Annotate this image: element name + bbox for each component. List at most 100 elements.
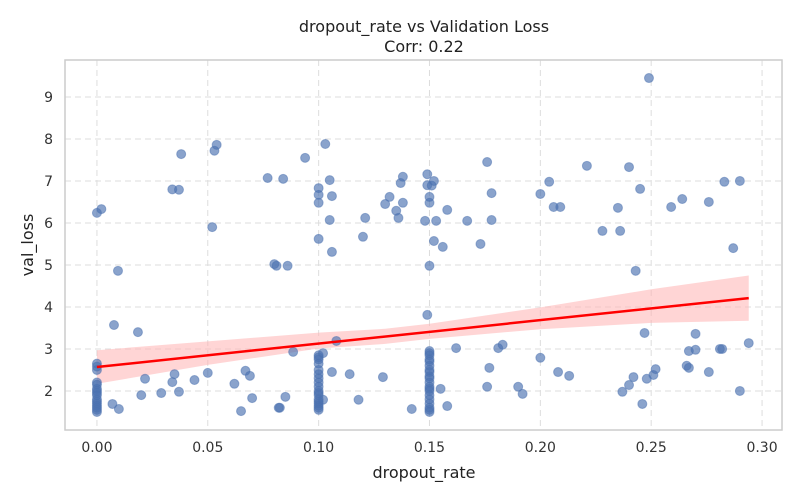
regression-line xyxy=(96,296,749,369)
data-point xyxy=(475,238,486,249)
data-point xyxy=(451,343,462,354)
data-point xyxy=(384,191,395,202)
data-point xyxy=(176,149,187,160)
data-point xyxy=(624,162,635,173)
data-point xyxy=(324,215,335,226)
data-point xyxy=(442,204,453,215)
y-tick-label: 6 xyxy=(44,216,53,232)
x-axis-label: dropout_rate xyxy=(372,463,475,483)
data-point xyxy=(683,362,694,373)
data-point xyxy=(108,320,119,331)
data-point xyxy=(278,173,289,184)
data-point xyxy=(535,188,546,199)
data-point xyxy=(326,246,337,257)
y-tick-label: 2 xyxy=(44,384,53,400)
data-point xyxy=(435,383,446,394)
data-point xyxy=(380,199,391,210)
chart-subtitle: Corr: 0.22 xyxy=(384,37,464,56)
data-point xyxy=(156,388,167,399)
data-point xyxy=(244,370,255,381)
data-point xyxy=(666,201,677,212)
data-point xyxy=(630,265,641,276)
data-point xyxy=(690,344,701,355)
data-point xyxy=(420,215,431,226)
data-point xyxy=(635,183,646,194)
data-point xyxy=(482,157,493,168)
y-tick-label: 3 xyxy=(44,342,53,358)
data-point xyxy=(274,402,285,413)
data-point xyxy=(393,212,404,223)
data-point xyxy=(743,338,754,349)
data-point xyxy=(113,404,124,415)
data-point xyxy=(288,346,299,357)
data-point xyxy=(564,370,575,381)
x-tick-label: 0.25 xyxy=(636,440,667,456)
y-tick-label: 5 xyxy=(44,258,53,274)
chart-title: dropout_rate vs Validation Loss xyxy=(299,17,549,37)
data-point xyxy=(717,343,728,354)
data-point xyxy=(535,352,546,363)
data-point xyxy=(553,367,564,378)
regression-group xyxy=(96,296,749,369)
data-point xyxy=(513,381,524,392)
data-point xyxy=(734,385,745,396)
data-point xyxy=(424,260,435,271)
data-point xyxy=(344,369,355,380)
data-point xyxy=(624,380,635,391)
data-point xyxy=(189,375,200,386)
data-point xyxy=(637,398,648,409)
data-point xyxy=(280,391,291,402)
confidence-band xyxy=(96,275,749,384)
data-point xyxy=(360,212,371,223)
data-point xyxy=(353,394,364,405)
data-point xyxy=(132,327,143,338)
data-point xyxy=(422,169,433,180)
points-group xyxy=(91,73,754,417)
data-point xyxy=(173,184,184,195)
plot-frame xyxy=(64,59,783,431)
data-point xyxy=(326,191,337,202)
data-point xyxy=(734,175,745,186)
data-point xyxy=(424,197,435,208)
x-tick-label: 0.20 xyxy=(525,440,556,456)
data-point xyxy=(517,388,528,399)
x-tick-label: 0.05 xyxy=(192,440,223,456)
data-point xyxy=(357,231,368,242)
x-tick-label: 0.10 xyxy=(303,440,334,456)
data-point xyxy=(406,404,417,415)
data-point xyxy=(643,73,654,84)
data-point xyxy=(703,367,714,378)
x-tick-label: 0.30 xyxy=(746,440,777,456)
data-point xyxy=(318,348,329,359)
data-point xyxy=(202,367,213,378)
data-point xyxy=(262,173,273,184)
data-point xyxy=(612,202,623,213)
data-point xyxy=(313,404,324,415)
data-point xyxy=(581,160,592,171)
confidence-band-group xyxy=(96,275,749,384)
data-point xyxy=(313,197,324,208)
data-point xyxy=(555,201,566,212)
data-point xyxy=(173,386,184,397)
y-tick-label: 9 xyxy=(44,90,53,106)
data-point xyxy=(211,139,222,150)
data-point xyxy=(719,176,730,187)
x-tick-label: 0.15 xyxy=(414,440,445,456)
data-point xyxy=(428,175,439,186)
data-point xyxy=(650,364,661,375)
data-point xyxy=(326,367,337,378)
data-point xyxy=(112,265,123,276)
data-point xyxy=(91,406,102,417)
data-point xyxy=(431,215,442,226)
data-point xyxy=(615,225,626,236)
data-point xyxy=(247,393,258,404)
grid xyxy=(65,60,782,430)
y-axis-label: val_loss xyxy=(18,214,38,277)
y-tick-label: 8 xyxy=(44,132,53,148)
data-point xyxy=(703,196,714,207)
data-point xyxy=(422,309,433,320)
y-tick-label: 7 xyxy=(44,174,53,190)
data-point xyxy=(377,372,388,383)
data-point xyxy=(236,406,247,417)
